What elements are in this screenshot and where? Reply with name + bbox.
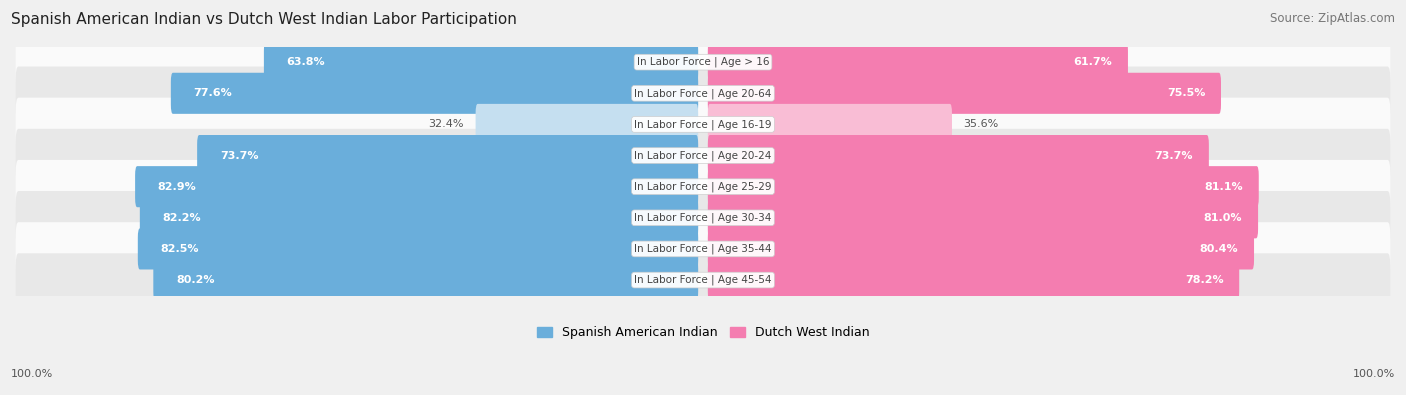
Text: 82.2%: 82.2% bbox=[163, 213, 201, 223]
Text: 35.6%: 35.6% bbox=[963, 119, 998, 130]
FancyBboxPatch shape bbox=[707, 41, 1128, 83]
Text: 73.7%: 73.7% bbox=[1154, 150, 1194, 160]
FancyBboxPatch shape bbox=[15, 191, 1391, 245]
Text: 32.4%: 32.4% bbox=[429, 119, 464, 130]
FancyBboxPatch shape bbox=[15, 98, 1391, 151]
Text: 100.0%: 100.0% bbox=[11, 369, 53, 379]
Text: In Labor Force | Age 20-64: In Labor Force | Age 20-64 bbox=[634, 88, 772, 98]
FancyBboxPatch shape bbox=[172, 73, 699, 114]
Text: 73.7%: 73.7% bbox=[219, 150, 259, 160]
Text: 100.0%: 100.0% bbox=[1353, 369, 1395, 379]
Text: Source: ZipAtlas.com: Source: ZipAtlas.com bbox=[1270, 12, 1395, 25]
Text: 80.4%: 80.4% bbox=[1199, 244, 1239, 254]
FancyBboxPatch shape bbox=[15, 160, 1391, 213]
Text: In Labor Force | Age 30-34: In Labor Force | Age 30-34 bbox=[634, 213, 772, 223]
Text: In Labor Force | Age 35-44: In Labor Force | Age 35-44 bbox=[634, 244, 772, 254]
FancyBboxPatch shape bbox=[139, 197, 699, 238]
Text: 61.7%: 61.7% bbox=[1073, 57, 1112, 67]
FancyBboxPatch shape bbox=[707, 228, 1254, 269]
FancyBboxPatch shape bbox=[264, 41, 699, 83]
Text: 63.8%: 63.8% bbox=[287, 57, 325, 67]
FancyBboxPatch shape bbox=[707, 166, 1258, 207]
FancyBboxPatch shape bbox=[707, 135, 1209, 176]
FancyBboxPatch shape bbox=[138, 228, 699, 269]
Text: In Labor Force | Age 45-54: In Labor Force | Age 45-54 bbox=[634, 275, 772, 285]
Text: 78.2%: 78.2% bbox=[1185, 275, 1223, 285]
Text: 82.9%: 82.9% bbox=[157, 182, 197, 192]
FancyBboxPatch shape bbox=[475, 104, 699, 145]
FancyBboxPatch shape bbox=[707, 73, 1220, 114]
FancyBboxPatch shape bbox=[707, 197, 1258, 238]
Text: In Labor Force | Age 25-29: In Labor Force | Age 25-29 bbox=[634, 181, 772, 192]
Text: 81.0%: 81.0% bbox=[1204, 213, 1243, 223]
Text: 77.6%: 77.6% bbox=[194, 88, 232, 98]
Text: 80.2%: 80.2% bbox=[176, 275, 215, 285]
FancyBboxPatch shape bbox=[15, 253, 1391, 307]
Legend: Spanish American Indian, Dutch West Indian: Spanish American Indian, Dutch West Indi… bbox=[531, 321, 875, 344]
FancyBboxPatch shape bbox=[707, 260, 1239, 301]
Text: Spanish American Indian vs Dutch West Indian Labor Participation: Spanish American Indian vs Dutch West In… bbox=[11, 12, 517, 27]
FancyBboxPatch shape bbox=[135, 166, 699, 207]
Text: 82.5%: 82.5% bbox=[160, 244, 200, 254]
FancyBboxPatch shape bbox=[707, 104, 952, 145]
Text: 75.5%: 75.5% bbox=[1167, 88, 1205, 98]
Text: In Labor Force | Age 20-24: In Labor Force | Age 20-24 bbox=[634, 150, 772, 161]
Text: In Labor Force | Age > 16: In Labor Force | Age > 16 bbox=[637, 57, 769, 68]
FancyBboxPatch shape bbox=[15, 129, 1391, 182]
FancyBboxPatch shape bbox=[15, 222, 1391, 276]
FancyBboxPatch shape bbox=[15, 66, 1391, 120]
Text: In Labor Force | Age 16-19: In Labor Force | Age 16-19 bbox=[634, 119, 772, 130]
FancyBboxPatch shape bbox=[15, 36, 1391, 89]
FancyBboxPatch shape bbox=[153, 260, 699, 301]
FancyBboxPatch shape bbox=[197, 135, 699, 176]
Text: 81.1%: 81.1% bbox=[1205, 182, 1243, 192]
